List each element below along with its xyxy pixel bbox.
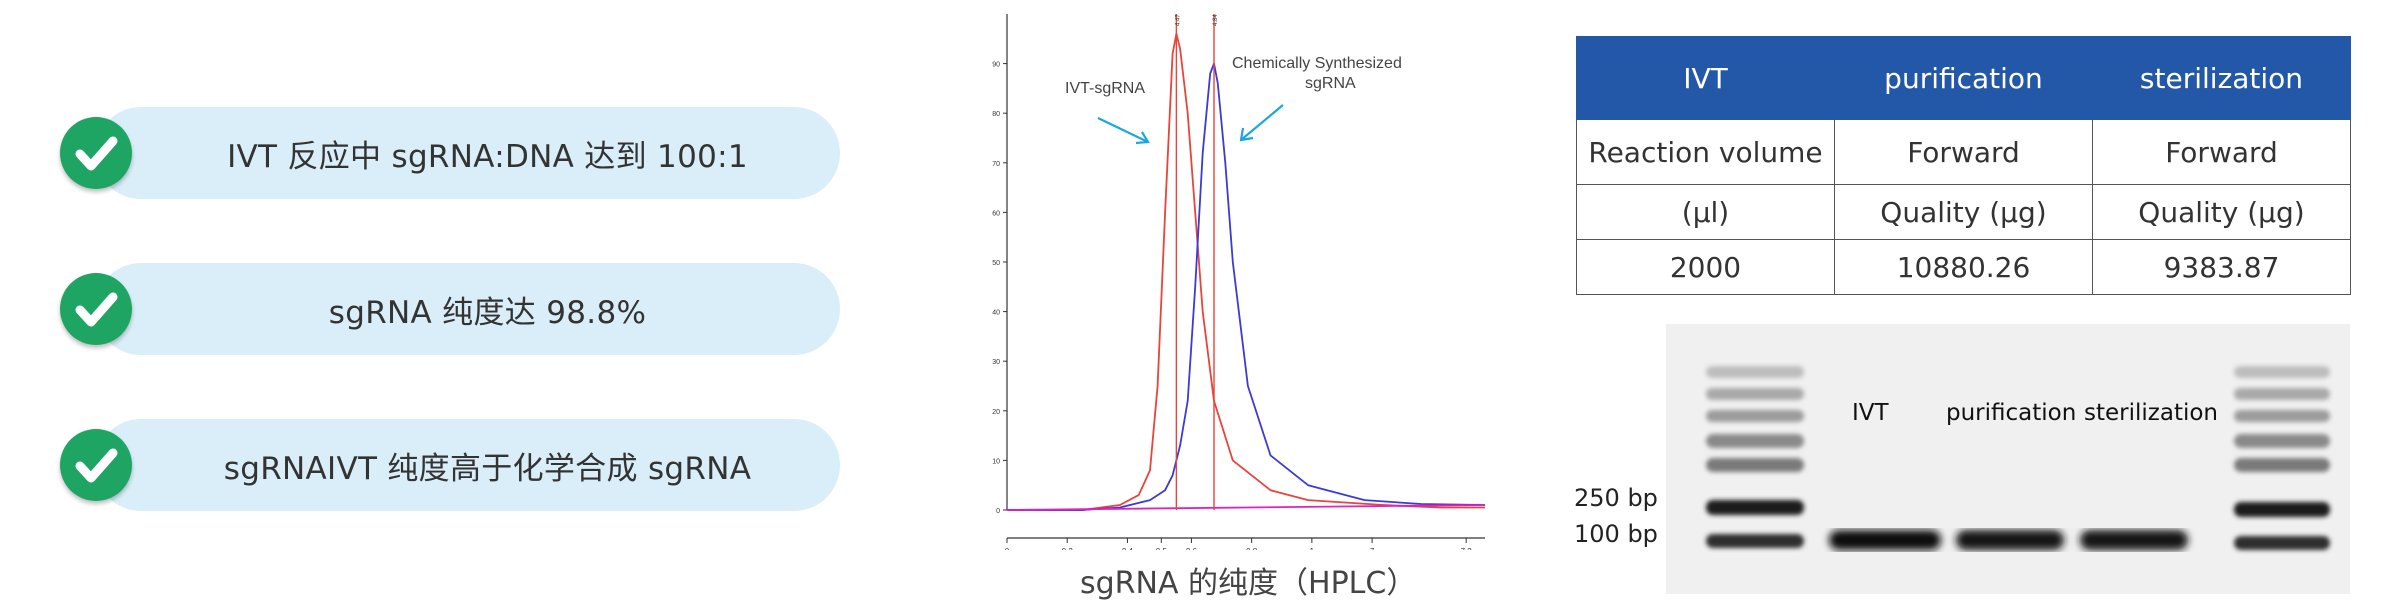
ladder-right xyxy=(2234,366,2330,550)
ladder-left xyxy=(1706,366,1804,548)
x-tick-label: 0.6 xyxy=(1186,547,1198,550)
arrow-head-icon xyxy=(1239,127,1254,142)
feature-text: sgRNAIVT 纯度高于化学合成 sgRNA xyxy=(223,450,752,487)
table-cell: Forward xyxy=(1834,119,2093,185)
gel-bands xyxy=(1706,366,2330,550)
series-line xyxy=(1006,504,1486,511)
y-tick-label: 60 xyxy=(992,210,1000,217)
peak-marker-label: 4.84 xyxy=(1213,14,1219,26)
x-tick-label: 0.5 xyxy=(1156,547,1168,550)
feature-pill-2: sgRNA 纯度达 98.8% xyxy=(95,263,840,355)
chart-series xyxy=(1006,32,1486,511)
table-cell: Quality (μg) xyxy=(1834,184,2093,240)
check-icon xyxy=(60,273,132,345)
table-row: 2000 10880.26 9383.87 xyxy=(1576,239,2351,295)
feature-pill-3: sgRNAIVT 纯度高于化学合成 sgRNA xyxy=(95,419,840,511)
x-tick-label: 0.4 xyxy=(1122,547,1134,550)
x-axis-ticks: 0 0.2 0.4 0.5 0.6 0.8 1 7 7.2 xyxy=(1005,538,1473,550)
sample-bands xyxy=(1829,530,2188,550)
y-tick-label: 80 xyxy=(992,111,1000,118)
y-tick-label: 20 xyxy=(992,409,1000,416)
peak-marker-label: 4.47 xyxy=(1175,14,1181,26)
table-row: (μl) Quality (μg) Quality (μg) xyxy=(1576,184,2351,240)
table-cell: 10880.26 xyxy=(1834,239,2093,295)
y-axis-ticks: 0 10 20 30 40 50 60 70 80 90 xyxy=(992,62,1007,515)
table-header-cell: purification xyxy=(1834,36,2093,120)
bp-label-100: 100 bp xyxy=(1574,520,1658,548)
table-cell: Reaction volume xyxy=(1576,119,1835,185)
arrow-head-icon xyxy=(1135,131,1150,145)
chart-caption: sgRNA 的纯度（HPLC） xyxy=(1080,566,1417,601)
check-icon xyxy=(60,429,132,501)
annotation-ivt-sgrna: IVT-sgRNA xyxy=(1065,80,1145,97)
y-tick-label: 30 xyxy=(992,359,1000,366)
gel-lane-label: purification xyxy=(1946,400,2077,426)
table-row: Reaction volume Forward Forward xyxy=(1576,119,2351,185)
series-line xyxy=(1007,62,1486,511)
table-cell: (μl) xyxy=(1576,184,1835,240)
annotation-chem-line1: Chemically Synthesized xyxy=(1232,55,1402,72)
annotation-arrow xyxy=(1097,117,1149,143)
table-header-cell: sterilization xyxy=(2092,36,2351,120)
x-tick-label: 7 xyxy=(1370,547,1375,550)
x-tick-label: 1 xyxy=(1310,547,1315,550)
x-tick-label: 7.2 xyxy=(1461,547,1473,550)
y-tick-label: 70 xyxy=(992,161,1000,168)
peak-markers: 4.47 4.84 xyxy=(1175,14,1219,510)
table-header-row: IVT purification sterilization xyxy=(1576,36,2351,120)
table-cell: 2000 xyxy=(1576,239,1835,295)
annotation-chem-line2: sgRNA xyxy=(1305,75,1356,92)
check-icon xyxy=(60,117,132,189)
gel-lane-label: IVT xyxy=(1852,400,1889,426)
y-tick-label: 10 xyxy=(992,458,1000,465)
table-cell: 9383.87 xyxy=(2092,239,2351,295)
series-line xyxy=(1007,32,1485,511)
x-tick-label: 0.2 xyxy=(1062,547,1074,550)
table-cell: Forward xyxy=(2092,119,2351,185)
y-tick-label: 40 xyxy=(992,310,1000,317)
feature-text: sgRNA 纯度达 98.8% xyxy=(328,294,647,331)
x-tick-label: 0 xyxy=(1005,547,1010,550)
y-tick-label: 90 xyxy=(992,62,1000,69)
y-tick-label: 0 xyxy=(996,508,1000,515)
x-tick-label: 0.8 xyxy=(1246,547,1258,550)
table-cell: Quality (μg) xyxy=(2092,184,2351,240)
feature-text: IVT 反应中 sgRNA:DNA 达到 100:1 xyxy=(227,138,748,175)
gel-image: IVT purification sterilization xyxy=(1666,324,2350,594)
hplc-chart: 0 10 20 30 40 50 60 70 80 90 0 0.2 0.4 0.5 0.6 0.8 1 7 7.… xyxy=(992,14,1486,550)
bp-label-250: 250 bp xyxy=(1574,484,1658,512)
table-header-cell: IVT xyxy=(1576,36,1835,120)
annotation-arrow xyxy=(1240,104,1284,141)
gel-lane-label: sterilization xyxy=(2084,400,2219,426)
feature-pill-1: IVT 反应中 sgRNA:DNA 达到 100:1 xyxy=(95,107,840,199)
y-tick-label: 50 xyxy=(992,260,1000,267)
yield-table: IVT purification sterilization Reaction … xyxy=(1576,36,2351,295)
